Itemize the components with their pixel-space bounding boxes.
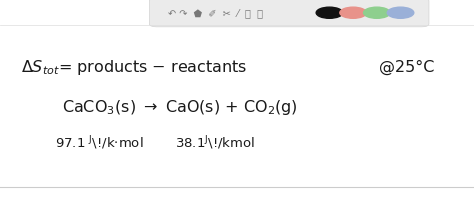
Circle shape	[340, 7, 366, 18]
Circle shape	[387, 7, 414, 18]
Text: 97.1 $^{\mathsf{J}}$\!/k$\cdot$mol: 97.1 $^{\mathsf{J}}$\!/k$\cdot$mol	[55, 135, 143, 152]
FancyBboxPatch shape	[149, 0, 429, 27]
Circle shape	[316, 7, 343, 18]
Text: ↶ ↷  ⬟  ✐  ✂  ⁄  Ⓐ  ⎙: ↶ ↷ ⬟ ✐ ✂ ⁄ Ⓐ ⎙	[168, 8, 263, 18]
Text: $\Delta S_{tot}$= products $-$ reactants: $\Delta S_{tot}$= products $-$ reactants	[21, 58, 248, 77]
Text: CaCO$_3$(s) $\rightarrow$ CaO(s) + CO$_2$(g): CaCO$_3$(s) $\rightarrow$ CaO(s) + CO$_2…	[62, 98, 298, 117]
Text: 38.1$^{\mathsf{J}}$\!/kmol: 38.1$^{\mathsf{J}}$\!/kmol	[175, 135, 255, 152]
Circle shape	[364, 7, 390, 18]
Text: @25°C: @25°C	[379, 60, 435, 75]
